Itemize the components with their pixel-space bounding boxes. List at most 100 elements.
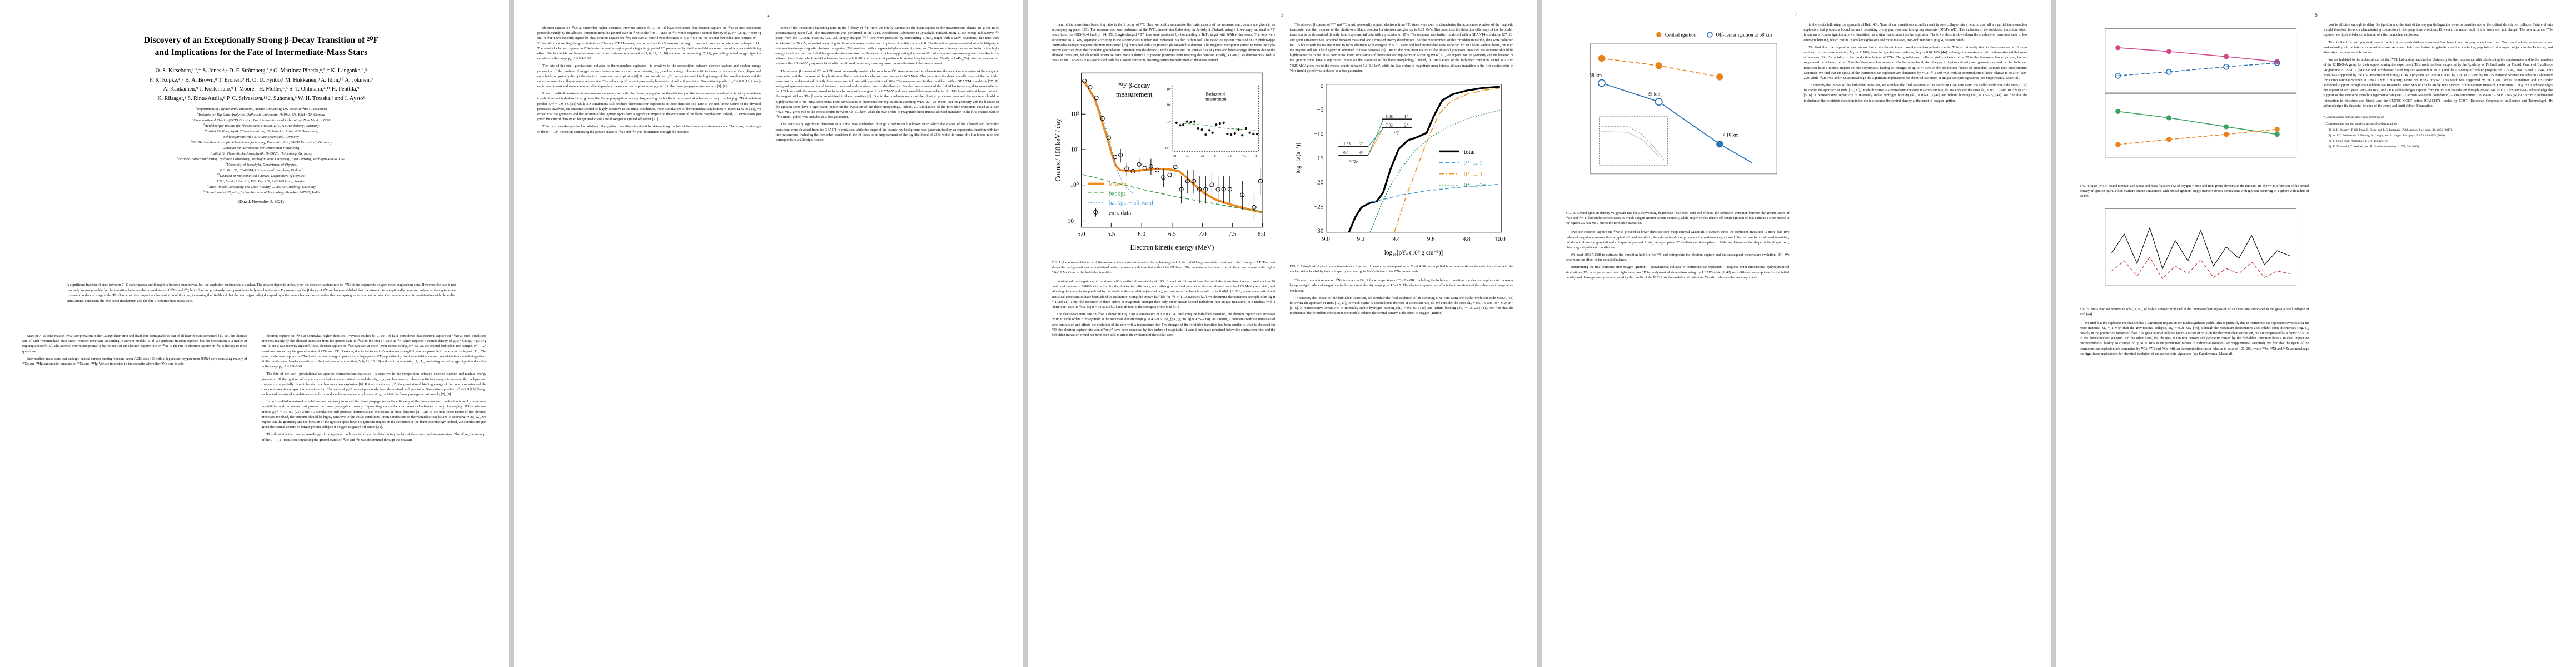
- fig3-inset: [1598, 116, 1668, 166]
- figure-2-plot: 0 −5 −10 −15 −20 −25 −30 9.0 9.2 9.4 9.6: [1294, 83, 1506, 256]
- paragraph: Intermediate-mass stars that undergo cen…: [22, 356, 247, 366]
- fig2-level-energy: 8.08: [1386, 115, 1393, 119]
- fig1-inset-ytick: 10¹: [1167, 103, 1171, 107]
- figure-4-caption: FIG. 4. Mass (M) of bound remnant and ej…: [2080, 184, 2309, 198]
- fig1-ylabel: Counts / 100 keV / day: [1054, 118, 1062, 181]
- fig2-legend-label: 0⁺ → 2⁺: [1464, 182, 1486, 189]
- reference-text: C. L. Doherty, P. Gil-Pons, L. Siess, an…: [2333, 128, 2453, 132]
- fig1-inset-xtick: 6.5: [1214, 155, 1218, 158]
- fig1-plot-title: ²⁰F β-decay: [1118, 82, 1150, 89]
- page-4: 4 Central ignition Off-center ignition a…: [1542, 0, 2051, 667]
- fig2-legend-label: total: [1464, 149, 1475, 156]
- fig1-inset: Background measurement 10² 10¹ 10⁰ 10⁻¹ …: [1164, 83, 1259, 158]
- column-right: The allowed β spectra of ²⁰F and ²⁰B mus…: [1290, 22, 1514, 340]
- affiliation-item: 1Department of Physics and Astronomy, Aa…: [195, 106, 327, 112]
- affiliation-item: 4Heidelberger Institut für Theoretische …: [203, 122, 320, 128]
- fig1-legend-label: total fit: [1109, 181, 1127, 187]
- fig2-level-energy: 7.02: [1386, 123, 1393, 128]
- page-1: arXiv:1905.09407v4 [astro-ph.SR] 2 Nov 2…: [0, 0, 509, 667]
- fig1-legend-label: exp. data: [1109, 210, 1131, 216]
- fig2-xtick: 10.0: [1494, 236, 1506, 242]
- reference-marker: [1]: [2328, 128, 2331, 132]
- reference-marker: [4]: [2328, 145, 2331, 149]
- affiliation-item: 2Institute for Big Data Analytics, Dalho…: [197, 111, 325, 117]
- fig1-background-allowed-curve: [1083, 81, 1134, 194]
- paragraph: The statistically significant detection …: [775, 122, 1000, 142]
- fig2-xtick: 9.0: [1322, 236, 1329, 242]
- fig1-ytick: 10²: [1071, 111, 1079, 117]
- paragraph: The allowed β spectra of ²⁰F and ²⁰B mus…: [1289, 23, 1514, 73]
- page-5-body: FIG. 4. Mass (M) of bound remnant and ej…: [2080, 22, 2553, 359]
- page-3: 3 ment of the transition's branching rat…: [1028, 0, 1537, 667]
- fig2-xtick: 9.4: [1392, 236, 1400, 242]
- column-left: electron capture on ²⁰Ne at somewhat hig…: [537, 26, 761, 145]
- fig2-level-jp: 2⁺: [1404, 123, 1408, 128]
- fig2-legend-label: 2⁺ → 2⁺: [1464, 160, 1486, 167]
- paragraph: The fate of the star—gravitational colla…: [537, 64, 761, 89]
- fig2-ytick: −5: [1317, 107, 1323, 113]
- fig1-ytick: 10⁰: [1070, 182, 1079, 188]
- figure-4-plot: [2105, 28, 2297, 158]
- fig1-inset-ytick: 10²: [1167, 87, 1171, 91]
- page-number: 2: [767, 12, 770, 18]
- reference-marker: [3]: [2328, 140, 2331, 143]
- paragraph: The allowed β spectra of ²⁰F and ²⁰B mus…: [775, 69, 1000, 120]
- abstract: A significant fraction of stars between …: [67, 283, 456, 303]
- column-left: FIG. 4. Mass (M) of bound remnant and ej…: [2080, 22, 2309, 359]
- fig2-parent-nucleus: ²⁰Ne: [1349, 160, 1358, 165]
- fig1-legend: total fit backgr. backgr. + allowed exp.…: [1087, 181, 1153, 217]
- fig2-level-jp: 2⁺: [1359, 142, 1364, 146]
- affiliation-item: 12Department of Physics, Indian Institut…: [202, 190, 320, 195]
- fig3-legend-label: Off-center ignition at 58 km: [1716, 32, 1772, 38]
- page-1-body: Stars of 7–11 solar masses (M⊙) are prev…: [22, 334, 486, 445]
- fig2-ytick: −20: [1313, 180, 1323, 186]
- paragraph: port is efficient enough to delay the ig…: [2323, 23, 2553, 37]
- affiliation-item: Institut für Theoretische Astrophysik, D…: [210, 152, 312, 156]
- fig3-legend: Central ignition Off-center ignition at …: [1656, 32, 1772, 38]
- paragraph: To quantify the impact of the forbidden …: [1803, 83, 2028, 103]
- paragraph: This illustrates that precise knowledge …: [537, 125, 761, 134]
- paragraph: We used MESA [38] to estimate the transi…: [1566, 253, 1790, 262]
- page-number: 4: [1795, 12, 1798, 18]
- fig1-inset-xtick: 5.5: [1186, 155, 1190, 158]
- fig3-annotation: 58 km: [1589, 72, 1602, 78]
- paper-date: (Dated: November 5, 2021): [238, 199, 284, 205]
- paragraph: In fact, multi-dimensional simulations a…: [537, 92, 761, 122]
- figure-1: 10⁻¹ 10⁰ 10¹ 10² 5.0 5.5 6.0 6.5 7.0 7.5…: [1052, 66, 1275, 276]
- affiliation-item: Schlossgartenstraße 2, 64289 Darmstadt, …: [223, 135, 299, 140]
- fig1-xtick: 6.5: [1168, 231, 1176, 237]
- affiliation-item: 5Institut für Kernphysik (Theoriezentrum…: [204, 128, 318, 134]
- paragraph: Determining the final outcome after oxyg…: [1566, 265, 1790, 280]
- reference-text: S. Jones et al., Astrophys. J. 772, 150 …: [2333, 140, 2388, 143]
- reference-item: [3] S. Jones et al., Astrophys. J. 772, …: [2324, 140, 2553, 144]
- fig1-inset-xtick: 7.5: [1242, 155, 1247, 158]
- fig1-plot-title: measurement: [1116, 90, 1153, 98]
- fig2-xtick: 9.8: [1462, 236, 1470, 242]
- fig3-annotation: 35 km: [1648, 91, 1661, 97]
- fig2-ytick: −25: [1313, 203, 1323, 210]
- paragraph: The fate of the star—gravitational colla…: [261, 372, 487, 397]
- paragraph: The electron-capture rate on ²⁰Ne is sho…: [1052, 312, 1275, 337]
- paragraph: We find that the explosion mechanism has…: [2080, 321, 2309, 356]
- figure-5-caption: FIG. 5. Mass fraction relative to solar,…: [2080, 307, 2309, 316]
- page-5: 5: [2056, 0, 2576, 667]
- reference-text: K. Takahashi, T. Yoshida, and H. Umeda, …: [2333, 145, 2420, 149]
- paragraph: To quantify the impact of the forbidden …: [1289, 296, 1514, 316]
- fig1-xtick: 8.0: [1258, 231, 1265, 237]
- fig2-legend-label: 0⁺ → 1⁺: [1464, 171, 1486, 178]
- reference-marker: [2]: [2328, 134, 2331, 138]
- paragraph: The electron-capture rate on ²⁰Ne is sho…: [1289, 278, 1514, 293]
- paragraph: In fact, multi-dimensional simulations a…: [261, 400, 487, 430]
- page-3-body: ment of the transition's branching ratio…: [1052, 22, 1513, 340]
- reference-item: [4] K. Takahashi, T. Yoshida, and H. Ume…: [2324, 145, 2553, 150]
- fig1-inset-ytick: 10⁰: [1166, 120, 1171, 123]
- figure-3-plot: Central ignition Off-center ignition at …: [1589, 32, 1777, 175]
- figure-2-caption: FIG. 2. Astrophysical electron-capture r…: [1289, 265, 1514, 274]
- fig2-xtick: 9.2: [1357, 236, 1364, 242]
- affiliation-item: 3Computational Physics (XCP) Division, L…: [192, 117, 330, 123]
- fig2-0plus-1plus-curve: [1393, 87, 1500, 232]
- fig1-inset-xtick: 8.0: [1255, 155, 1259, 158]
- reference-list: [1] C. L. Doherty, P. Gil-Pons, L. Siess…: [2324, 128, 2553, 150]
- fig2-ytick: −30: [1313, 228, 1323, 235]
